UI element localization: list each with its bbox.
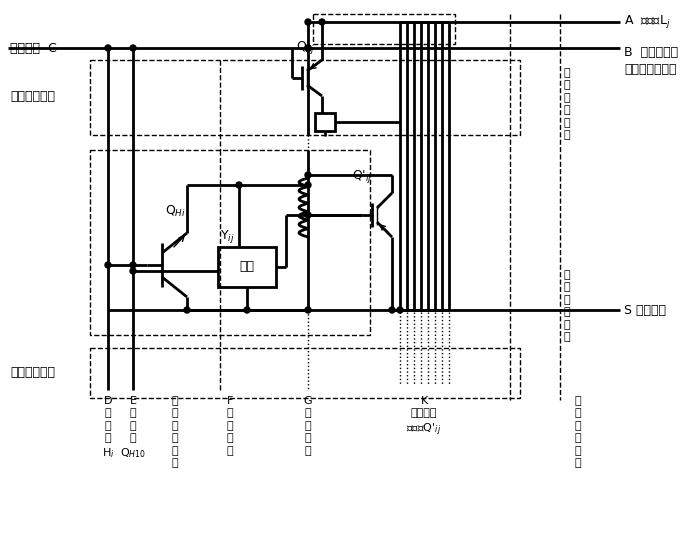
Text: G
下
行
電
感: G 下 行 電 感 — [304, 396, 312, 456]
Text: K
其他單元
短接管Q'$_{ij}$: K 其他單元 短接管Q'$_{ij}$ — [406, 396, 442, 438]
Circle shape — [130, 268, 136, 274]
Circle shape — [105, 45, 111, 51]
Circle shape — [305, 19, 311, 25]
Bar — [218, 247, 276, 287]
Text: 與門: 與門 — [239, 260, 255, 273]
Circle shape — [305, 45, 311, 51]
Bar — [90, 60, 520, 135]
Bar — [90, 150, 370, 335]
Circle shape — [389, 307, 395, 313]
Bar — [315, 113, 335, 131]
Text: S 接前一列: S 接前一列 — [624, 304, 666, 317]
Text: B  列選擇通道
（接諧振采樣）: B 列選擇通道 （接諧振采樣） — [624, 46, 678, 76]
Circle shape — [305, 172, 311, 178]
Text: E
行
控
制
Q$_{H10}$: E 行 控 制 Q$_{H10}$ — [120, 396, 146, 460]
Circle shape — [105, 262, 111, 268]
Text: 同列若干單元: 同列若干單元 — [10, 367, 55, 379]
Text: Y$_{ij}$: Y$_{ij}$ — [220, 228, 235, 245]
Circle shape — [184, 307, 190, 313]
Text: Q$_{Lj}$: Q$_{Lj}$ — [296, 39, 315, 56]
Text: D
行
驅
動
H$_i$: D 行 驅 動 H$_i$ — [102, 396, 114, 460]
Text: 同列若干單元: 同列若干單元 — [10, 91, 55, 104]
Text: F
下
行
與
門: F 下 行 與 門 — [227, 396, 233, 456]
Circle shape — [236, 182, 242, 188]
Circle shape — [305, 182, 311, 188]
Bar — [313, 14, 455, 44]
Circle shape — [305, 307, 311, 313]
Text: A  列驅動L$_j$: A 列驅動L$_j$ — [624, 14, 671, 31]
Circle shape — [305, 212, 311, 218]
Text: 接下一列  C: 接下一列 C — [10, 42, 57, 54]
Circle shape — [305, 45, 311, 51]
Text: 同
行
若
干
單
元: 同 行 若 干 單 元 — [564, 68, 571, 140]
Text: Q$_{Hi}$: Q$_{Hi}$ — [165, 204, 186, 219]
Circle shape — [130, 45, 136, 51]
Text: Q'$_{ij}$: Q'$_{ij}$ — [352, 168, 372, 185]
Text: 同
行
若
干
單
元: 同 行 若 干 單 元 — [171, 396, 178, 468]
Circle shape — [319, 19, 325, 25]
Text: 同
行
若
干
單
元: 同 行 若 干 單 元 — [564, 270, 571, 342]
Circle shape — [130, 262, 136, 268]
Bar — [90, 348, 520, 398]
Text: 同
行
若
干
單
元: 同 行 若 干 單 元 — [574, 396, 581, 468]
Circle shape — [244, 307, 250, 313]
Circle shape — [397, 307, 403, 313]
